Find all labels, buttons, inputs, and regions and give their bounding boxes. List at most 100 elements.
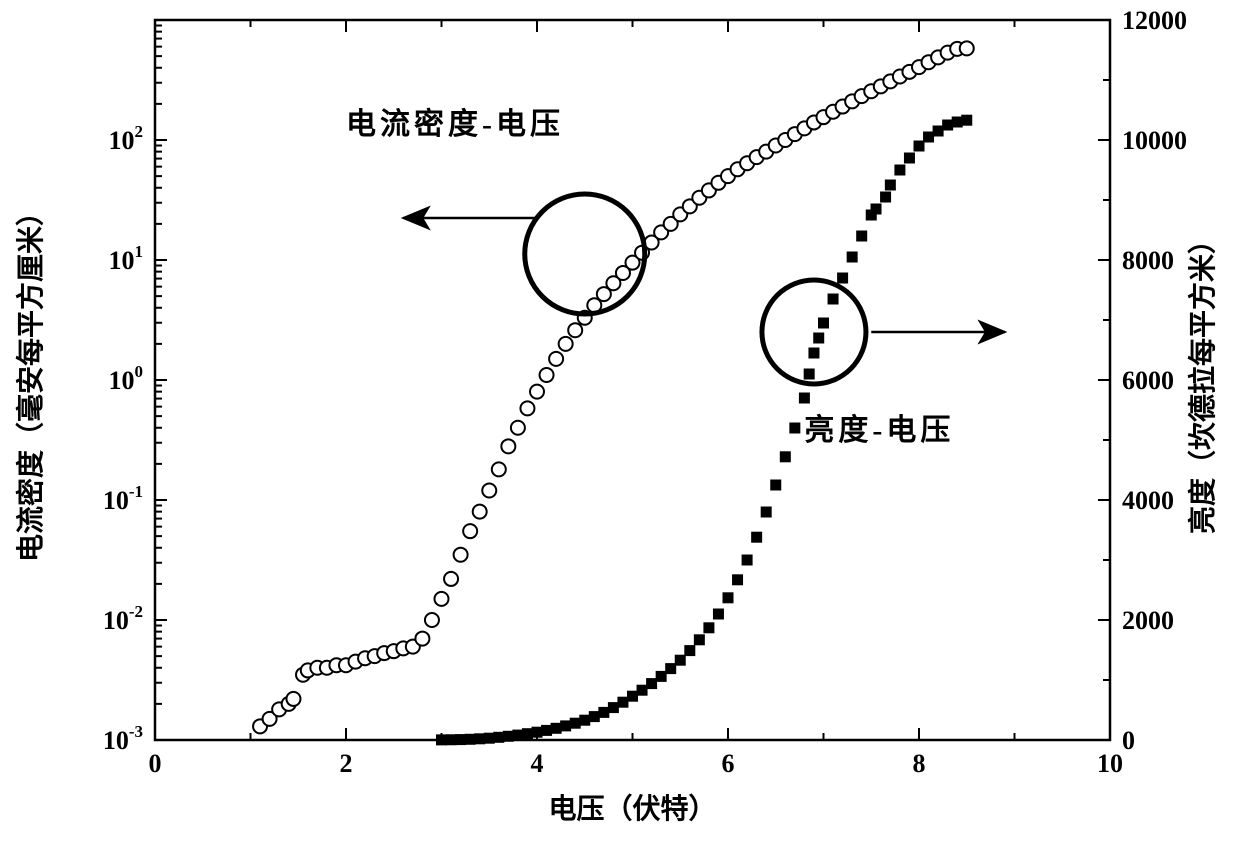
data-point (463, 524, 477, 538)
data-point (522, 728, 533, 739)
annotation-circle (762, 280, 866, 384)
plot-border (155, 20, 1110, 740)
data-point (703, 622, 714, 633)
data-point (723, 592, 734, 603)
y-right-tick-label: 6000 (1122, 366, 1174, 395)
data-point (530, 385, 544, 399)
data-point (492, 462, 506, 476)
current_density_annotation: 电流密度-电压 (346, 107, 645, 314)
data-point (511, 421, 525, 435)
y-right-tick-label: 12000 (1122, 6, 1187, 35)
y-right-tick-label: 0 (1122, 726, 1135, 755)
data-point (549, 352, 563, 366)
data-point (444, 572, 458, 586)
data-point (598, 707, 609, 718)
data-point (579, 715, 590, 726)
data-point (871, 204, 882, 215)
data-point (684, 645, 695, 656)
data-point (694, 634, 705, 645)
data-point (637, 685, 648, 696)
annotation-text: 电流密度-电压 (346, 107, 564, 141)
data-point (560, 720, 571, 731)
x-tick-label: 0 (149, 749, 162, 778)
y-left-tick-label: 10-2 (103, 602, 143, 635)
data-point (646, 678, 657, 689)
data-point (474, 733, 485, 744)
data-point (503, 731, 514, 742)
data-point (960, 41, 974, 55)
x-tick-label: 10 (1097, 749, 1123, 778)
data-point (570, 718, 581, 729)
data-point (415, 632, 429, 646)
luminance_annotation: 亮度-电压 (762, 280, 1005, 447)
data-point (540, 368, 554, 382)
chart-container: 024681010-310-210-1100101102020004000600… (0, 0, 1240, 844)
data-point (608, 702, 619, 713)
data-point (532, 727, 543, 738)
data-point (568, 323, 582, 337)
dual-axis-chart: 024681010-310-210-1100101102020004000600… (0, 0, 1240, 844)
data-point (454, 548, 468, 562)
data-point (435, 592, 449, 606)
data-point (493, 732, 504, 743)
y-right-tick-label: 8000 (1122, 246, 1174, 275)
y-right-tick-label: 2000 (1122, 606, 1174, 635)
data-point (675, 655, 686, 666)
x-tick-label: 2 (340, 749, 353, 778)
data-point (541, 725, 552, 736)
data-point (732, 574, 743, 585)
data-point (512, 730, 523, 741)
data-point (933, 126, 944, 137)
x-tick-label: 6 (722, 749, 735, 778)
y-right-tick-label: 10000 (1122, 126, 1187, 155)
data-point (804, 369, 815, 380)
data-point (484, 733, 495, 744)
series-current_density (253, 41, 974, 733)
x-tick-label: 8 (913, 749, 926, 778)
data-point (446, 734, 457, 745)
y-left-tick-label: 101 (109, 242, 144, 275)
y-right-tick-label: 4000 (1122, 486, 1174, 515)
data-point (942, 120, 953, 131)
data-point (799, 393, 810, 404)
data-point (617, 697, 628, 708)
data-point (789, 423, 800, 434)
data-point (923, 132, 934, 143)
data-point (856, 231, 867, 242)
y-left-axis-label: 电流密度（毫安每平方厘米） (14, 198, 47, 562)
data-point (818, 318, 829, 329)
data-point (286, 692, 300, 706)
data-point (904, 153, 915, 164)
data-point (837, 273, 848, 284)
data-point (813, 333, 824, 344)
x-tick-label: 4 (531, 749, 544, 778)
data-point (551, 723, 562, 734)
data-point (751, 532, 762, 543)
data-point (665, 663, 676, 674)
data-point (847, 252, 858, 263)
data-point (520, 401, 534, 415)
y-left-tick-label: 10-1 (103, 482, 143, 515)
data-point (808, 348, 819, 359)
data-point (425, 613, 439, 627)
data-point (914, 141, 925, 152)
data-point (482, 483, 496, 497)
data-point (761, 507, 772, 518)
data-point (455, 734, 466, 745)
y-left-tick-label: 102 (109, 122, 144, 155)
annotation-text: 亮度-电压 (804, 414, 954, 447)
data-point (465, 734, 476, 745)
x-axis-label: 电压（伏特） (548, 792, 716, 825)
y-left-tick-label: 10-3 (103, 722, 143, 755)
data-point (885, 180, 896, 191)
data-point (780, 451, 791, 462)
data-point (713, 609, 724, 620)
data-point (961, 115, 972, 126)
data-point (559, 337, 573, 351)
y-right-axis-label: 亮度（坎德拉每平方米） (1186, 226, 1219, 534)
data-point (880, 192, 891, 203)
data-point (656, 671, 667, 682)
data-point (828, 294, 839, 305)
data-point (501, 439, 515, 453)
data-point (627, 691, 638, 702)
